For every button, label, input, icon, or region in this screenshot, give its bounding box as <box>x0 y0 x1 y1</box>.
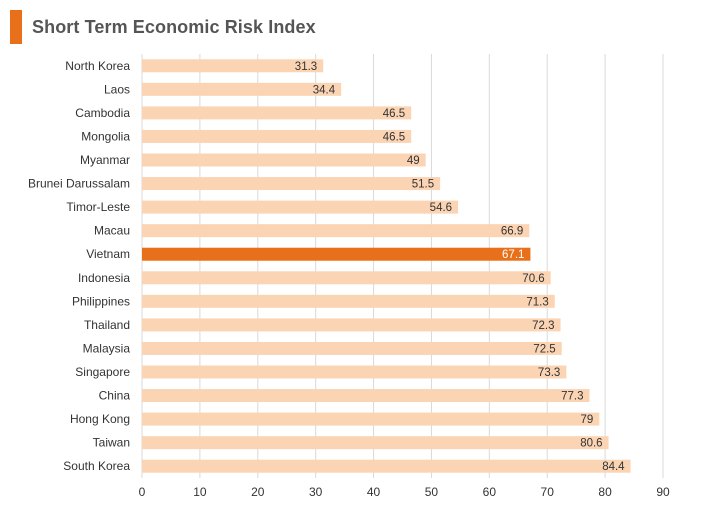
bar-macau <box>142 224 530 238</box>
value-label: 46.5 <box>383 131 405 143</box>
bar-timor-leste <box>142 200 459 214</box>
category-label: Brunei Darussalam <box>28 177 130 191</box>
category-label: Thailand <box>84 318 130 332</box>
bar-indonesia <box>142 271 551 285</box>
x-tick-label: 10 <box>193 485 207 499</box>
x-tick-label: 70 <box>541 485 555 499</box>
title-accent-bar <box>10 10 22 44</box>
category-labels: North Korea Laos Cambodia Mongolia Myanmar Br… <box>28 59 130 473</box>
bar-malaysia <box>142 341 562 355</box>
category-label: Myanmar <box>80 153 130 167</box>
bar-thailand <box>142 318 561 332</box>
bar-north-korea <box>142 59 324 73</box>
value-label: 49 <box>407 155 420 167</box>
category-label: Timor-Leste <box>66 200 130 214</box>
x-tick-label: 30 <box>309 485 323 499</box>
value-label: 70.6 <box>522 273 544 285</box>
category-label: North Korea <box>65 59 130 73</box>
category-label: Laos <box>104 82 130 96</box>
x-tick-label: 40 <box>367 485 381 499</box>
bar-cambodia <box>142 106 412 120</box>
category-label: Malaysia <box>83 341 131 355</box>
chart-header: Short Term Economic Risk Index <box>10 10 316 44</box>
category-label: South Korea <box>63 459 130 473</box>
value-label: 80.6 <box>580 438 602 450</box>
value-label: 67.1 <box>502 249 524 261</box>
category-label: Singapore <box>75 365 130 379</box>
bars <box>142 59 631 473</box>
category-label: Cambodia <box>75 106 130 120</box>
bar-singapore <box>142 365 567 379</box>
value-label: 79 <box>581 414 594 426</box>
bar-brunei-darussalam <box>142 177 441 191</box>
value-label: 77.3 <box>561 391 583 403</box>
value-label: 73.3 <box>538 367 560 379</box>
grid-lines <box>141 54 664 478</box>
category-label: Vietnam <box>86 247 130 261</box>
value-label: 54.6 <box>430 202 452 214</box>
bar-taiwan <box>142 436 609 450</box>
category-label: Hong Kong <box>70 412 130 426</box>
value-label: 72.5 <box>533 343 555 355</box>
x-tick-label: 20 <box>251 485 265 499</box>
value-label: 66.9 <box>501 226 523 238</box>
value-label: 51.5 <box>412 179 434 191</box>
bar-china <box>142 389 590 403</box>
value-label: 72.3 <box>532 320 554 332</box>
value-label: 71.3 <box>526 296 548 308</box>
x-tick-label: 60 <box>483 485 497 499</box>
value-label: 34.4 <box>313 84 336 96</box>
category-label: China <box>99 389 131 403</box>
x-tick-label: 50 <box>425 485 439 499</box>
value-label: 31.3 <box>295 61 317 73</box>
bar-mongolia <box>142 129 412 143</box>
value-labels: 31.334.446.546.54951.554.666.967.170.671… <box>295 61 625 473</box>
x-tick-label: 90 <box>656 485 670 499</box>
bar-philippines <box>142 294 555 308</box>
bar-myanmar <box>142 153 426 167</box>
chart-title: Short Term Economic Risk Index <box>32 16 316 37</box>
value-label: 84.4 <box>602 461 625 473</box>
x-axis-ticks: 0 10 20 30 40 50 60 70 80 90 <box>139 485 670 499</box>
x-tick-label: 0 <box>139 485 146 499</box>
bar-hong-kong <box>142 412 600 426</box>
bar-laos <box>142 82 342 96</box>
category-label: Taiwan <box>93 436 130 450</box>
bar-south-korea <box>142 459 631 473</box>
bar-vietnam <box>142 247 531 261</box>
category-label: Mongolia <box>81 129 130 143</box>
category-label: Philippines <box>72 294 130 308</box>
category-label: Indonesia <box>78 271 130 285</box>
category-label: Macau <box>94 224 130 238</box>
value-label: 46.5 <box>383 108 405 120</box>
x-tick-label: 80 <box>598 485 612 499</box>
